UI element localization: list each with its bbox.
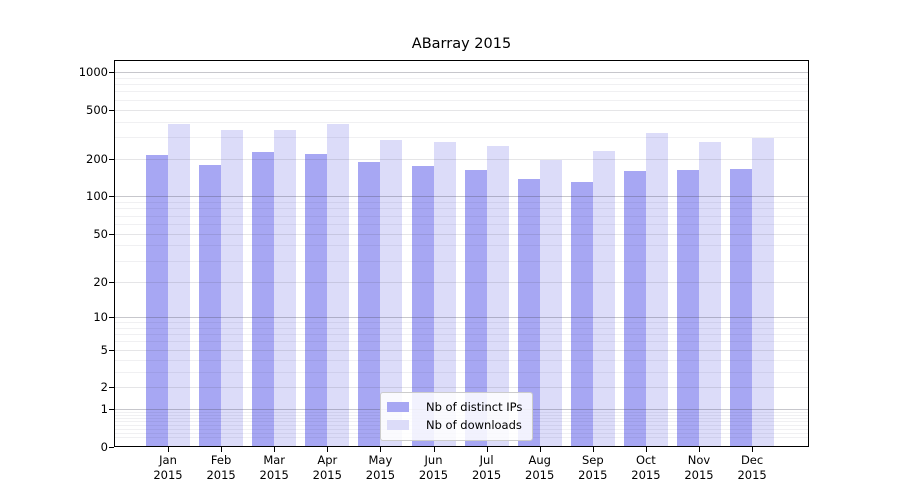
bar-downloads-sep [592,150,615,447]
y-tick-label: 0 [100,440,108,454]
x-tick-mark [592,447,594,452]
x-tick-label-mar: Mar 2015 [259,453,289,482]
x-tick-label-jan: Jan 2015 [153,453,183,482]
bars-layer [114,60,809,447]
legend-label-downloads: Nb of downloads [426,418,522,432]
x-tick-label-nov: Nov 2015 [684,453,714,482]
legend-swatch-distinct-ips [387,402,409,412]
legend-item-distinct-ips: Nb of distinct IPs [387,398,522,416]
x-tick-label-jun: Jun 2015 [418,453,449,482]
legend-swatch-downloads [387,420,409,430]
x-tick-mark [327,447,329,452]
x-tick-mark [539,447,541,452]
x-tick-mark [699,447,700,452]
y-tick-label: 1000 [78,64,108,79]
x-tick-mark [274,447,276,452]
x-tick-label-aug: Aug 2015 [525,453,555,482]
bar-distinct-ips-jan [146,155,168,447]
x-tick-mark [433,447,435,452]
y-tick-label: 2 [100,380,108,395]
x-tick-label-dec: Dec 2015 [737,453,767,482]
x-tick-label-apr: Apr 2015 [312,453,342,482]
x-tick-mark [486,447,488,452]
x-tick-mark [645,447,647,452]
y-tick-label: 50 [93,226,108,241]
bar-downloads-may [380,139,403,447]
bar-downloads-feb [221,129,244,447]
bar-downloads-apr [327,123,350,447]
x-tick-mark [380,447,382,452]
x-tick-mark [221,447,223,452]
bar-distinct-ips-apr [305,153,328,447]
bar-distinct-ips-oct [623,170,646,447]
bar-downloads-oct [645,132,668,447]
x-tick-label-feb: Feb 2015 [206,453,236,482]
bar-distinct-ips-jul [464,169,487,447]
bar-distinct-ips-sep [570,181,593,447]
bar-distinct-ips-mar [252,151,275,447]
x-tick-label-sep: Sep 2015 [578,453,608,482]
legend-label-distinct-ips: Nb of distinct IPs [426,400,523,414]
plot-area: Nb of distinct IPs Nb of downloads [114,60,809,447]
y-tick-label: 10 [93,309,108,324]
bar-downloads-aug [539,160,562,447]
bar-distinct-ips-jun [411,166,434,447]
bar-distinct-ips-feb [199,164,222,447]
legend: Nb of distinct IPs Nb of downloads [380,392,534,441]
bar-downloads-jul [486,145,509,447]
y-tick-label: 1 [100,402,108,417]
y-tick-label: 200 [86,152,108,167]
y-tick-label: 100 [86,189,108,204]
chart-title: ABarray 2015 [411,36,512,52]
x-tick-mark [752,447,754,452]
bar-distinct-ips-aug [517,178,540,447]
y-tick-mark [109,447,114,448]
y-tick-label: 20 [93,274,108,289]
x-tick-label-may: May 2015 [365,453,396,482]
x-tick-mark [168,447,169,452]
bar-distinct-ips-nov [677,170,699,447]
bar-distinct-ips-may [358,161,381,447]
x-tick-label-jul: Jul 2015 [471,453,502,482]
bar-downloads-nov [699,141,721,447]
bar-distinct-ips-dec [730,169,753,447]
y-tick-label: 500 [86,102,108,117]
bar-downloads-dec [752,137,775,447]
bar-downloads-jun [433,141,456,447]
bar-downloads-jan [168,124,190,447]
x-tick-label-oct: Oct 2015 [631,453,661,482]
bar-downloads-mar [274,129,297,447]
legend-item-downloads: Nb of downloads [387,416,522,434]
y-tick-label: 5 [100,342,108,357]
